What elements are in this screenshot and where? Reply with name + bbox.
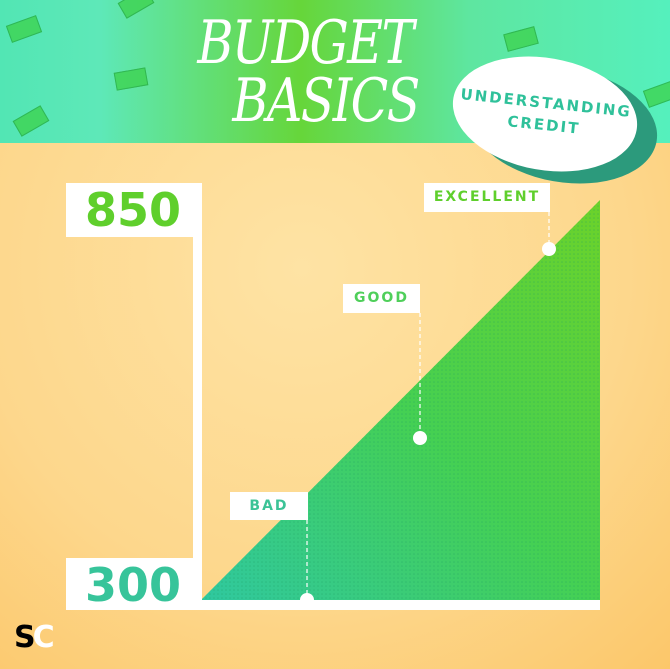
good-dot bbox=[413, 431, 427, 445]
max-score-label: 850 bbox=[66, 183, 200, 237]
bad-dot bbox=[300, 593, 314, 607]
excellent-dot bbox=[542, 242, 556, 256]
page-title: BUDGET BASICS bbox=[197, 8, 420, 136]
excellent-label: EXCELLENT bbox=[424, 183, 550, 212]
baseline-axis bbox=[66, 600, 600, 610]
vertical-axis bbox=[193, 183, 202, 610]
good-label: GOOD bbox=[343, 284, 420, 313]
min-score-label: 300 bbox=[66, 558, 200, 612]
score-triangle-texture bbox=[201, 200, 600, 600]
bad-label: BAD bbox=[230, 492, 308, 520]
logo: SC bbox=[14, 620, 55, 655]
